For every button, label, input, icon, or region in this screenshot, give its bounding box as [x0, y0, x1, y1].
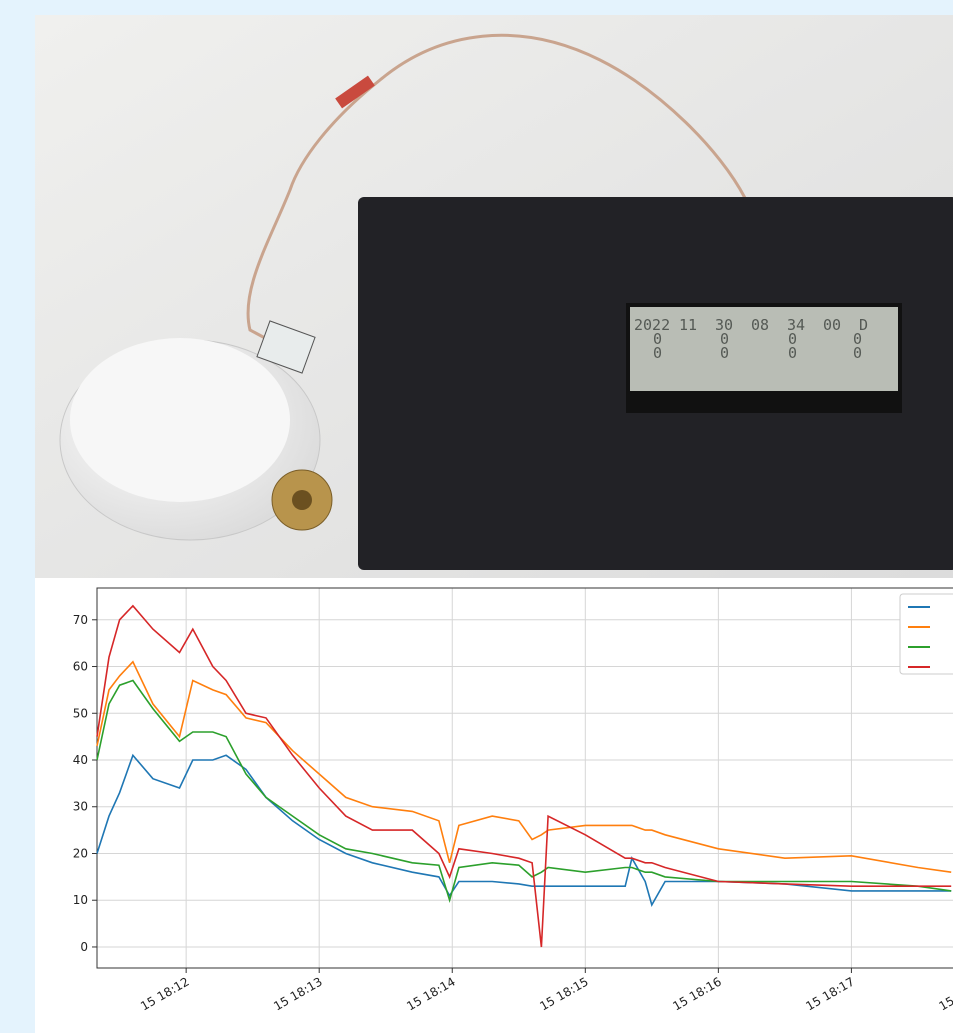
page: 20221130083400D00000000 0102030405060701…	[0, 0, 953, 1033]
y-tick-label: 70	[73, 613, 88, 627]
y-tick-label: 30	[73, 800, 88, 814]
y-tick-label: 60	[73, 660, 88, 674]
lcd-cell: 0	[653, 344, 662, 362]
figure: 20221130083400D00000000 0102030405060701…	[0, 0, 953, 1033]
y-tick-label: 20	[73, 846, 88, 860]
lcd-cell: 08	[751, 316, 769, 334]
y-tick-label: 0	[80, 940, 88, 954]
brass-hole	[292, 490, 312, 510]
lcd-cell: 00	[823, 316, 841, 334]
lcd-cell: 11	[679, 316, 697, 334]
sensor-top	[70, 338, 290, 502]
lcd-cell: 0	[720, 344, 729, 362]
y-tick-label: 10	[73, 893, 88, 907]
y-tick-label: 50	[73, 706, 88, 720]
lcd-cell: 0	[788, 344, 797, 362]
y-tick-label: 40	[73, 753, 88, 767]
lcd-cell: 0	[853, 344, 862, 362]
